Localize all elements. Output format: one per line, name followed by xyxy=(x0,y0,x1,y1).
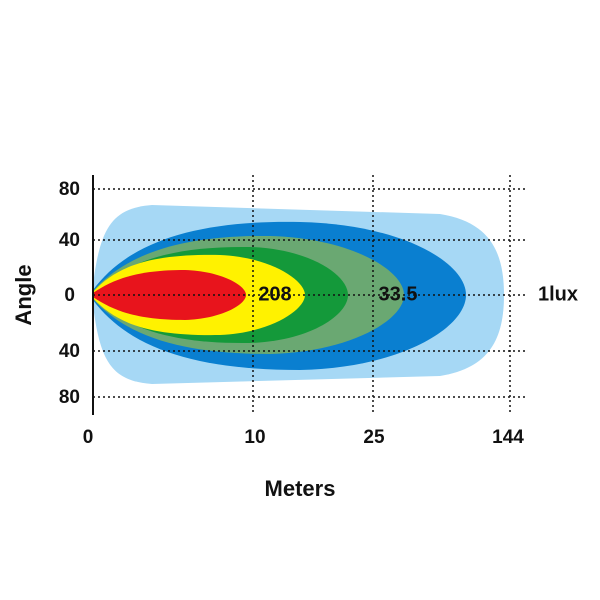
lux-label: 208 xyxy=(258,283,291,305)
x-tick-label: 10 xyxy=(244,427,265,448)
x-axis-label: Meters xyxy=(265,476,336,501)
x-tick-label: 144 xyxy=(492,427,524,448)
grid xyxy=(92,175,528,415)
lux-label: 1lux xyxy=(538,283,578,305)
y-tick-label: 40 xyxy=(59,341,80,362)
y-axis-label: Angle xyxy=(11,264,36,325)
x-tick-label: 0 xyxy=(83,427,94,448)
y-tick-label: 40 xyxy=(59,230,80,251)
x-tick-label: 25 xyxy=(363,427,385,448)
lux-label: 33.5 xyxy=(379,283,418,305)
y-tick-label: 80 xyxy=(59,387,80,408)
y-tick-label: 0 xyxy=(64,285,75,306)
y-tick-label: 80 xyxy=(59,179,80,200)
